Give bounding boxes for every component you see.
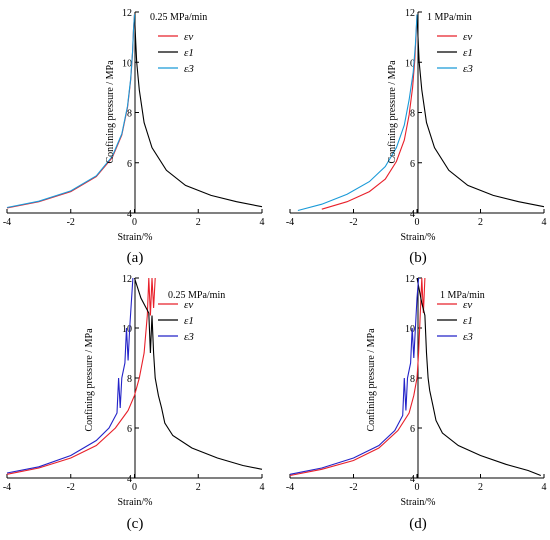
x-tick-label: -4 [3, 217, 11, 228]
rate-label: 1 MPa/min [440, 290, 485, 301]
x-axis-label: Strain/% [118, 497, 153, 508]
x-tick-label: -2 [349, 217, 357, 228]
x-tick-label: 0 [415, 482, 420, 493]
y-tick-label: 12 [405, 274, 415, 285]
y-tick-label: 12 [122, 274, 132, 285]
y-axis-label: Confining pressure / MPa [84, 328, 95, 432]
y-tick-label: 10 [122, 58, 132, 69]
legend-label: εv [184, 31, 193, 43]
legend-label: εv [463, 31, 472, 43]
legend-label: ε3 [463, 331, 473, 343]
y-tick-label: 10 [405, 58, 415, 69]
y-tick-label: 4 [410, 474, 415, 485]
series-line-3 [289, 277, 420, 475]
y-tick-label: 6 [410, 424, 415, 435]
y-tick-label: 8 [410, 109, 415, 120]
legend-label: ε3 [184, 331, 194, 343]
x-tick-label: 4 [542, 217, 547, 228]
series-line-2 [133, 14, 263, 208]
x-tick-label: 2 [196, 482, 201, 493]
series-line-2 [133, 277, 263, 470]
legend-label: ε1 [463, 315, 473, 327]
x-tick-label: 0 [132, 482, 137, 493]
x-axis-label: Strain/% [401, 497, 436, 508]
panel-label: (d) [409, 516, 427, 532]
y-tick-label: 4 [410, 209, 415, 220]
y-axis-label: Confining pressure / MPa [366, 328, 377, 432]
series-line-3 [297, 14, 418, 212]
x-tick-label: -2 [349, 482, 357, 493]
series-line-3 [6, 277, 134, 474]
legend-label: ε3 [463, 63, 473, 75]
chart-panel-2: -4 -2 0 2 4 4 6 8 10 12 εv ε1 ε3 1 MPa/min Confining p… [286, 8, 547, 266]
legend-label: ε1 [184, 315, 194, 327]
y-tick-label: 12 [122, 8, 132, 19]
series-line-1 [289, 277, 426, 477]
rate-label: 0.25 MPa/min [168, 290, 225, 301]
series-line-2 [416, 14, 545, 208]
legend-label: ε1 [184, 47, 194, 59]
y-tick-label: 6 [410, 159, 415, 170]
rate-label: 0.25 MPa/min [150, 12, 207, 23]
x-tick-label: 4 [260, 482, 265, 493]
series-line-3 [6, 14, 136, 209]
y-tick-label: 8 [410, 374, 415, 385]
x-tick-label: 0 [132, 217, 137, 228]
series-line-1 [6, 277, 156, 475]
y-tick-label: 4 [127, 474, 132, 485]
x-axis-label: Strain/% [118, 232, 153, 243]
y-tick-label: 4 [127, 209, 132, 220]
x-axis-label: Strain/% [401, 232, 436, 243]
y-tick-label: 8 [127, 374, 132, 385]
legend-label: εv [463, 299, 472, 311]
series-line-2 [416, 277, 542, 477]
legend-label: ε1 [463, 47, 473, 59]
panel-label: (b) [409, 250, 427, 266]
x-tick-label: 4 [260, 217, 265, 228]
chart-panel-4: -4 -2 0 2 4 4 6 8 10 12 εv ε1 ε3 1 MPa/min Confining p… [286, 274, 547, 532]
panel-label: (c) [127, 516, 144, 532]
y-axis-label: Confining pressure / MPa [387, 60, 398, 164]
panel-label: (a) [127, 250, 144, 266]
legend-label: εv [184, 299, 193, 311]
x-tick-label: 2 [196, 217, 201, 228]
x-tick-label: 2 [478, 482, 483, 493]
legend-label: ε3 [184, 63, 194, 75]
rate-label: 1 MPa/min [427, 12, 472, 23]
y-tick-label: 6 [127, 159, 132, 170]
x-tick-label: 2 [478, 217, 483, 228]
x-tick-label: -4 [3, 482, 11, 493]
y-tick-label: 8 [127, 109, 132, 120]
chart-panel-1: -4 -2 0 2 4 4 6 8 10 12 εv ε1 ε3 0.25 MPa/min Confinin… [3, 8, 265, 266]
x-tick-label: 0 [415, 217, 420, 228]
x-tick-label: -4 [286, 217, 294, 228]
x-tick-label: -4 [286, 482, 294, 493]
x-tick-label: 4 [542, 482, 547, 493]
x-tick-label: -2 [67, 217, 75, 228]
series-line-1 [321, 14, 418, 210]
y-tick-label: 6 [127, 424, 132, 435]
x-tick-label: -2 [67, 482, 75, 493]
y-tick-label: 12 [405, 8, 415, 19]
y-tick-label: 10 [405, 324, 415, 335]
y-axis-label: Confining pressure / MPa [105, 60, 116, 164]
